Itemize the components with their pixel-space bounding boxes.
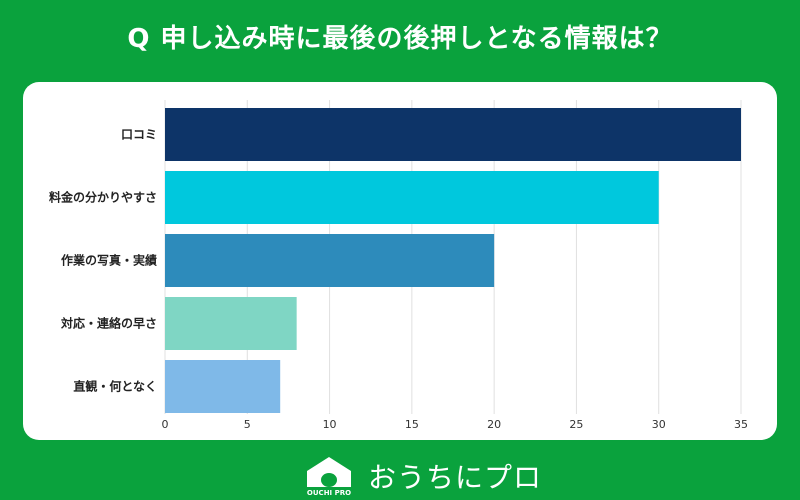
footer: OUCHI PRO おうちにプロ (0, 450, 800, 500)
x-tick-label: 30 (652, 418, 666, 431)
bar (165, 108, 741, 161)
category-label: 料金の分かりやすさ (49, 190, 157, 205)
chart-card: 口コミ料金の分かりやすさ作業の写真・実績 対応・連絡の早さ直観・何となく 0 5 10 1… (23, 82, 777, 440)
x-tick-label: 15 (405, 418, 419, 431)
category-label: 直観・何となく (73, 379, 157, 394)
bar (165, 297, 297, 350)
house-icon: OUCHI PRO (307, 457, 351, 497)
x-tick-label: 25 (569, 418, 583, 431)
bar (165, 171, 659, 224)
logo-text: OUCHI PRO (307, 489, 351, 497)
category-label: 対応・連絡の早さ (60, 316, 157, 331)
category-label: 口コミ (121, 128, 157, 142)
bar (165, 360, 281, 413)
x-tick-label: 5 (244, 418, 251, 431)
chart-title: Q 申し込み時に最後の後押しとなる情報は？ (127, 24, 673, 54)
x-tick-label: 20 (487, 418, 501, 431)
category-label: 作業の写真・実績 (61, 253, 157, 268)
brand-name: おうちにプロ (368, 461, 543, 494)
bar (165, 234, 495, 287)
x-tick-label: 10 (323, 418, 337, 431)
x-tick-label: 0 (162, 418, 169, 431)
x-tick-label: 35 (734, 418, 748, 431)
